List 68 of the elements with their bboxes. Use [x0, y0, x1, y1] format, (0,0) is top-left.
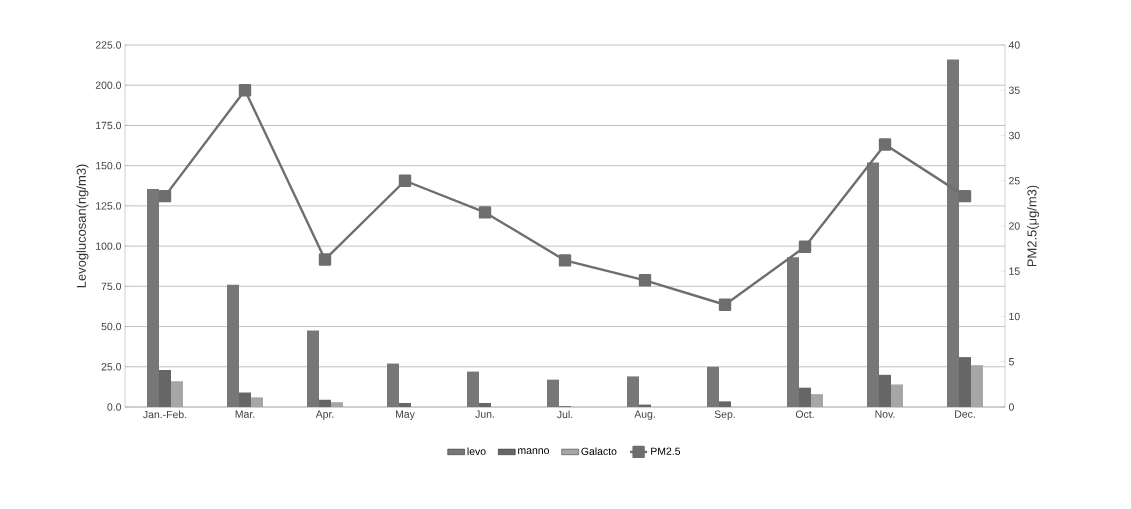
point	[798, 240, 812, 254]
y2-axis-title: PM2.5(μg/m3)	[1027, 185, 1040, 267]
x-tick-label: Apr.	[315, 410, 334, 420]
y-tick-label: 225.0	[95, 41, 122, 49]
bar	[547, 379, 559, 407]
y-tick-label: 0.0	[107, 403, 122, 411]
bar	[467, 371, 479, 407]
x-tick-label: Sep.	[714, 410, 735, 420]
point	[318, 253, 332, 266]
y2-tick-label: 30	[1008, 131, 1020, 140]
bar	[399, 402, 411, 407]
y2-tick-label: 40	[1008, 41, 1020, 49]
y2-tick-label: 25	[1009, 177, 1020, 185]
legend-label: levo	[467, 447, 486, 456]
point	[558, 254, 572, 267]
bar	[879, 374, 892, 407]
y2-tick-label: 5	[1008, 358, 1014, 366]
x-tick-label: May	[395, 410, 415, 420]
point	[158, 189, 172, 203]
x-tick-label: Jan.-Feb.	[143, 410, 187, 419]
y2-tick-label: 10	[1009, 312, 1020, 321]
x-tick-label: Jun.	[475, 410, 494, 418]
y-tick-label: 125.0	[96, 202, 122, 210]
x-tick-label: Dec.	[955, 410, 975, 418]
x-tick-label: Mar.	[235, 410, 255, 418]
bar	[307, 330, 319, 407]
y2-tick-label: 35	[1008, 86, 1020, 94]
bar	[251, 397, 263, 407]
point	[718, 298, 732, 311]
bar	[959, 357, 972, 407]
bar	[719, 401, 732, 407]
y-tick-label: 100.0	[96, 242, 122, 250]
bar	[319, 399, 331, 407]
bar	[627, 376, 640, 407]
bar	[171, 381, 183, 407]
x-tick-label: Aug.	[634, 410, 655, 420]
y-tick-label: 75.0	[101, 282, 122, 291]
point	[958, 189, 972, 203]
point	[878, 138, 892, 151]
bar	[159, 369, 171, 407]
y2-tick-label: 0	[1008, 403, 1014, 411]
point	[478, 206, 492, 219]
y-tick-label: 25.0	[101, 363, 122, 371]
bar	[891, 384, 904, 407]
y-tick-label: 200.0	[95, 81, 122, 89]
point	[238, 84, 252, 97]
legend-label: Galacto	[581, 447, 617, 456]
point	[638, 274, 652, 287]
bar	[227, 284, 239, 407]
bar	[707, 366, 720, 407]
x-tick-label: Nov.	[875, 410, 895, 418]
y-tick-label: 50.0	[101, 322, 122, 331]
y2-tick-label: 15	[1009, 267, 1020, 275]
legend-label: manno	[518, 448, 550, 455]
bar	[331, 402, 343, 407]
y-tick-label: 175.0	[96, 121, 122, 130]
bar	[239, 392, 251, 407]
legend-label: PM2.5	[651, 447, 681, 455]
bar	[811, 394, 824, 407]
point	[398, 174, 412, 187]
y-tick-label: 150.0	[96, 161, 122, 170]
y2-tick-label: 20	[1009, 222, 1020, 230]
x-tick-label: Jul.	[557, 410, 573, 419]
y-axis-title: Levoglucosan(ng/m3)	[76, 164, 89, 288]
bar	[387, 363, 399, 407]
bar	[479, 402, 491, 407]
x-tick-label: Oct.	[795, 410, 814, 418]
bar	[799, 387, 812, 407]
